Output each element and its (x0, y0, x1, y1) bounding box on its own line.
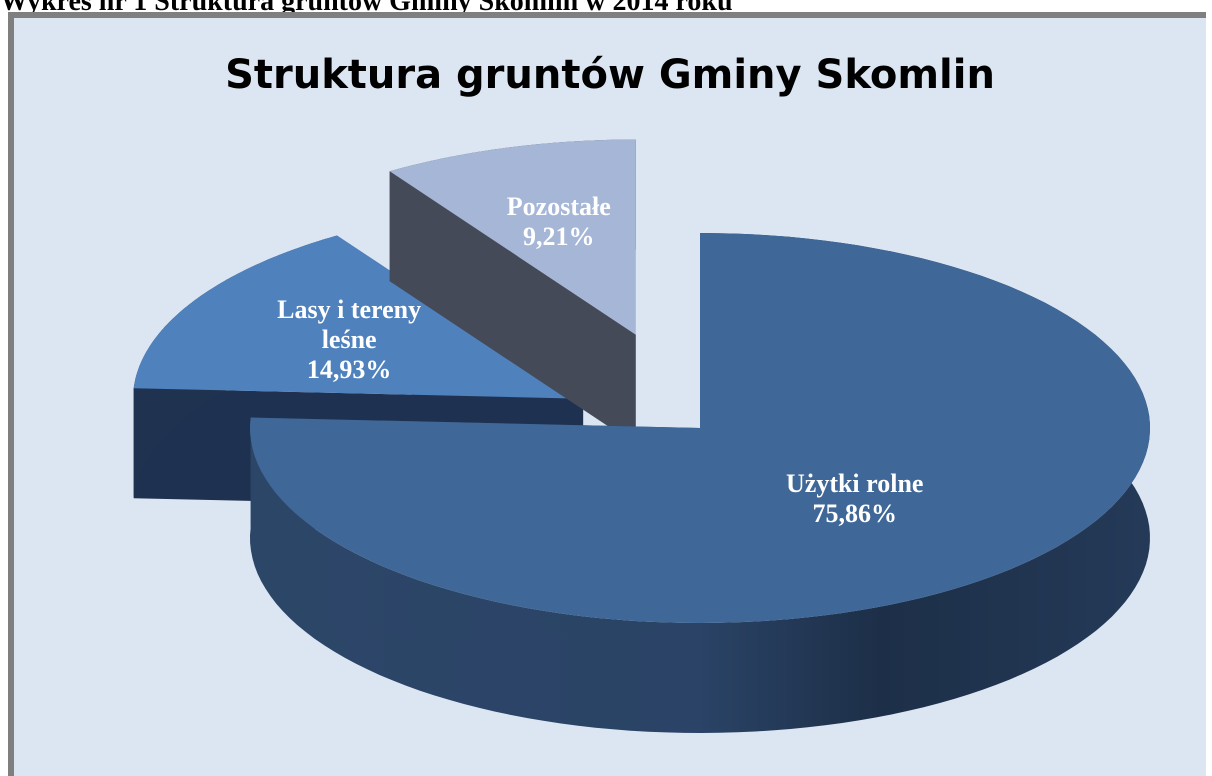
value-label: 14,93% (306, 355, 392, 385)
category-label: Pozostałe (506, 192, 611, 222)
slice (389, 139, 636, 445)
category-label: Lasy i tereny leśne (277, 295, 422, 355)
chart: Struktura gruntów Gminy Skomlin Lasy i t… (8, 12, 1206, 776)
slice (250, 233, 1150, 733)
slice-top (133, 235, 584, 399)
data-label: Lasy i tereny leśne 14,93% (249, 295, 449, 385)
slice-top (250, 233, 1150, 623)
category-label: Użytki rolne (786, 468, 924, 498)
value-label: 9,21% (523, 222, 595, 252)
chart-title: Struktura gruntów Gminy Skomlin (225, 52, 995, 98)
pie (133, 139, 1150, 733)
data-label: Pozostałe 9,21% (459, 192, 659, 252)
value-label: 75,86% (812, 498, 897, 528)
data-label: Użytki rolne 75,86% (755, 469, 955, 529)
slice-top (389, 139, 636, 335)
